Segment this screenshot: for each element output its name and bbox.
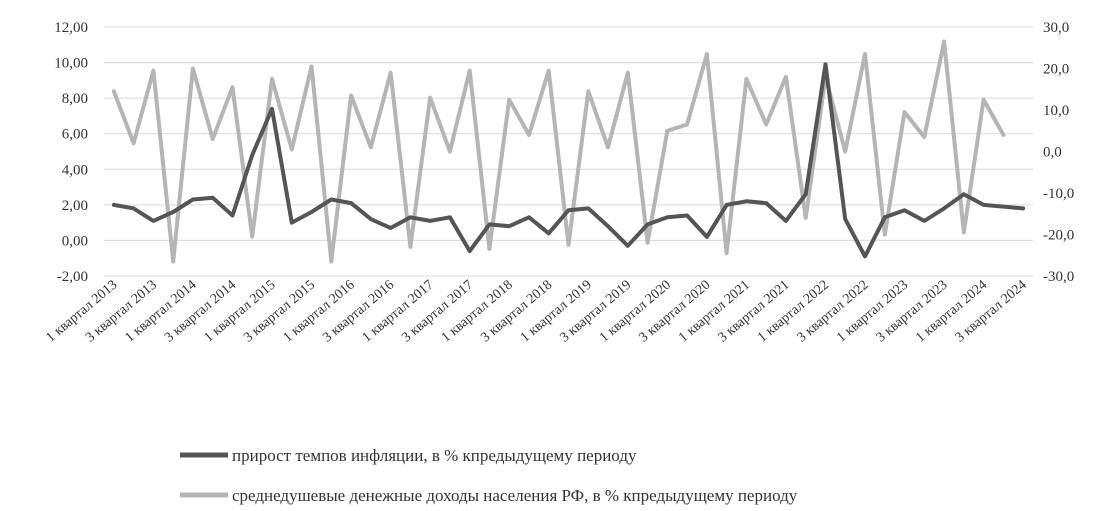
right-axis-tick-label: 10,0 — [1043, 103, 1069, 119]
legend-item-income: среднедушевые денежные доходы населения … — [180, 486, 798, 505]
left-axis-tick-label: 12,00 — [54, 20, 88, 36]
series-lines — [111, 39, 1026, 264]
left-axis-tick-label: 4,00 — [62, 162, 88, 178]
left-axis-tick-label: 10,00 — [54, 56, 88, 72]
series-line-income — [111, 39, 1006, 264]
legend-label-inflation: прирост темпов инфляции, в % кпредыдущем… — [232, 446, 637, 465]
left-axis-tick-label: 8,00 — [62, 91, 88, 107]
legend: прирост темпов инфляции, в % кпредыдущем… — [180, 446, 798, 505]
legend-item-inflation: прирост темпов инфляции, в % кпредыдущем… — [180, 446, 637, 465]
legend-label-income: среднедушевые денежные доходы населения … — [232, 486, 798, 505]
category-tick-label: 3 квартал 2024 — [953, 278, 1030, 346]
right-axis-tick-label: 30,0 — [1043, 20, 1069, 36]
right-axis-tick-label: -30,0 — [1043, 269, 1074, 285]
left-axis-tick-label: -2,00 — [57, 269, 88, 285]
right-axis-tick-label: -10,0 — [1043, 186, 1074, 202]
right-axis-ticks: 30,0 20,0 10,0 0,0 -10,0 -20,0 -30,0 — [1043, 20, 1074, 285]
left-axis-ticks: 12,00 10,00 8,00 6,00 4,00 2,00 0,00 -2,00 — [54, 20, 88, 285]
left-axis-tick-label: 0,00 — [62, 233, 88, 249]
right-axis-tick-label: -20,0 — [1043, 228, 1074, 244]
right-axis-tick-label: 20,0 — [1043, 62, 1069, 78]
right-axis-tick-label: 0,0 — [1043, 145, 1062, 161]
left-axis-tick-label: 2,00 — [62, 198, 88, 214]
series-line-inflation — [111, 62, 1026, 259]
left-axis-tick-label: 6,00 — [62, 127, 88, 143]
